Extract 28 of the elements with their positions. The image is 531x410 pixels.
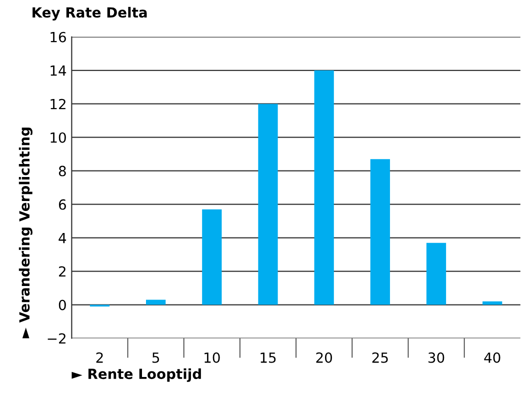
y-tick-label: 10: [50, 132, 66, 143]
y-tick-label: 12: [50, 98, 66, 110]
x-tick-label: 40: [484, 352, 500, 363]
y-tick-label: 14: [50, 66, 66, 76]
bar: [146, 300, 166, 305]
x-tick-label: 30: [428, 352, 444, 363]
x-tick-label: 15: [260, 352, 276, 363]
bar: [258, 104, 278, 305]
x-tick-label: 5: [152, 352, 160, 363]
bar: [314, 70, 334, 305]
y-tick-label: −2: [48, 333, 66, 344]
y-axis-title: ► Verandering Verplichting: [18, 128, 32, 338]
x-tick-label: 20: [316, 352, 332, 363]
bar: [426, 242, 446, 305]
y-tick-label: 8: [58, 166, 66, 176]
y-tick-label: 16: [50, 32, 66, 42]
bar: [482, 301, 502, 305]
y-tick-label: 0: [58, 300, 66, 310]
bar: [370, 159, 390, 305]
y-tick-label: 6: [58, 199, 66, 210]
x-axis-title: ► Rente Looptijd: [72, 368, 201, 382]
x-tick-label: 25: [372, 352, 388, 363]
y-tick-label: 4: [58, 232, 66, 244]
x-tick-label: 2: [96, 352, 103, 363]
chart-title: Key Rate Delta: [32, 6, 147, 20]
bar: [202, 209, 222, 305]
x-tick-label: 10: [204, 352, 220, 363]
y-tick-label: 2: [59, 266, 66, 277]
